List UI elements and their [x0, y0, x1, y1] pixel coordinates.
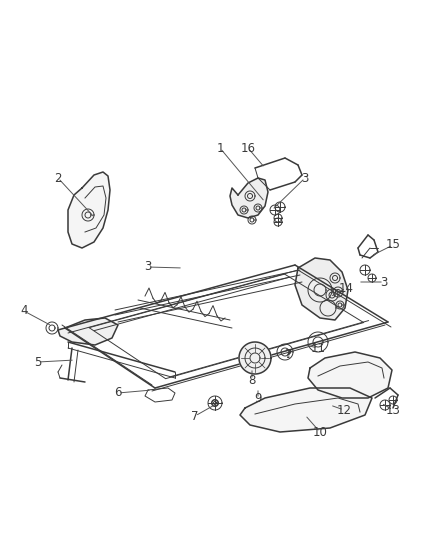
Polygon shape	[68, 172, 110, 248]
Text: 3: 3	[144, 261, 152, 273]
Polygon shape	[240, 388, 372, 432]
Text: 1: 1	[216, 141, 224, 155]
Text: 12: 12	[336, 403, 352, 416]
Text: 3: 3	[301, 172, 309, 184]
Polygon shape	[230, 178, 268, 218]
Text: 8: 8	[248, 374, 256, 386]
Text: 10: 10	[313, 425, 328, 439]
Text: 2: 2	[54, 172, 62, 184]
Text: 14: 14	[339, 281, 353, 295]
Polygon shape	[308, 352, 392, 398]
Text: 4: 4	[20, 304, 28, 318]
Polygon shape	[295, 258, 348, 320]
Text: 6: 6	[114, 386, 122, 400]
Text: 15: 15	[385, 238, 400, 252]
Polygon shape	[58, 318, 118, 345]
Text: 11: 11	[311, 342, 325, 354]
Text: 3: 3	[380, 276, 388, 288]
Text: 9: 9	[254, 392, 262, 406]
Text: 13: 13	[385, 403, 400, 416]
Text: ?: ?	[284, 349, 292, 361]
Polygon shape	[239, 342, 271, 374]
Text: 7: 7	[191, 409, 199, 423]
Text: 16: 16	[240, 141, 255, 155]
Text: 5: 5	[34, 356, 42, 368]
